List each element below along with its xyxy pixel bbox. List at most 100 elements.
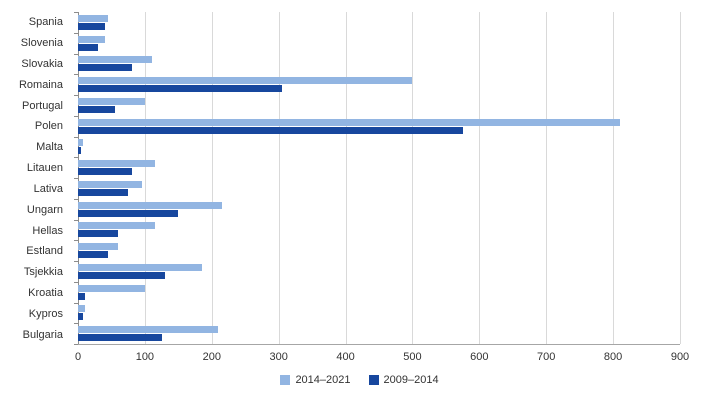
bar-series-1 <box>78 22 105 30</box>
y-tick-mark <box>74 74 78 76</box>
bar-series-1 <box>78 147 82 155</box>
y-tick-mark <box>74 95 78 96</box>
bar-series-1 <box>78 105 115 113</box>
x-tick-label: 100 <box>135 351 155 363</box>
x-gridline <box>479 12 481 344</box>
bar-series-1 <box>78 64 132 72</box>
category-label: Spania <box>28 16 63 29</box>
legend-swatch-icon <box>280 375 291 385</box>
y-tick-mark <box>74 12 78 13</box>
bar-series-1 <box>78 334 162 342</box>
bar-series-0 <box>78 77 413 85</box>
x-axis: 0 100 200 300 400 500 600 700 800 900 <box>74 351 689 365</box>
bar-group <box>78 54 680 75</box>
y-tick-mark <box>74 53 78 55</box>
x-tick-label: 700 <box>537 351 556 363</box>
bar-series-0 <box>78 243 119 251</box>
bar-series-0 <box>78 326 219 334</box>
bar-series-1 <box>78 271 165 279</box>
y-tick-mark <box>74 240 78 242</box>
category-label: Slovakia <box>21 58 63 71</box>
y-tick-mark <box>74 261 78 262</box>
bar-series-0 <box>78 14 109 22</box>
x-tick-label: 300 <box>269 351 288 363</box>
bar-series-1 <box>78 168 132 176</box>
bar-series-0 <box>78 263 202 271</box>
y-axis-category-labels: Spania Slovenia Slovakia Romaina Portugal Pol… <box>0 12 72 345</box>
bar-group <box>78 33 680 54</box>
category-label: Lativa <box>33 182 63 195</box>
bar-series-0 <box>78 180 142 188</box>
category-label: Portugal <box>22 99 63 112</box>
x-gridline <box>546 12 548 344</box>
y-tick-mark <box>74 32 78 34</box>
bar-group <box>78 220 680 241</box>
bar-series-1 <box>78 188 129 196</box>
legend-label: 2009–2014 <box>383 374 439 386</box>
bar-series-0 <box>78 305 85 313</box>
legend-item: 2009–2014 <box>368 374 439 386</box>
y-tick-mark <box>74 198 78 200</box>
y-tick-mark <box>74 219 78 221</box>
category-label: Kroatia <box>28 286 63 299</box>
category-label: Tsjekkia <box>23 266 63 279</box>
bar-group <box>78 282 680 303</box>
y-tick-mark <box>74 302 78 304</box>
bar-series-1 <box>78 313 84 321</box>
x-tick-label: 800 <box>603 351 623 363</box>
x-tick-label: 400 <box>336 351 355 363</box>
bar-series-0 <box>78 97 145 105</box>
x-gridline <box>412 12 414 344</box>
bar-group <box>78 240 680 261</box>
bar-series-1 <box>78 230 119 238</box>
category-label: Romaina <box>18 78 63 91</box>
category-label: Estland <box>26 245 63 258</box>
bar-group <box>78 303 680 324</box>
category-label: Hellas <box>32 224 63 237</box>
y-tick-mark <box>74 178 78 179</box>
category-label: Malta <box>36 141 63 154</box>
bar-group <box>78 199 680 220</box>
bar-series-1 <box>78 85 282 93</box>
category-label: Bulgaria <box>22 328 63 341</box>
category-label: Kypros <box>28 307 63 320</box>
bar-group <box>78 74 680 95</box>
bar-series-1 <box>78 126 463 134</box>
bar-series-1 <box>78 209 179 217</box>
legend: 2014–2021 2009–2014 <box>0 374 719 386</box>
legend-item: 2014–2021 <box>280 374 351 386</box>
bar-series-0 <box>78 201 222 209</box>
bar-series-1 <box>78 43 99 51</box>
plot-area <box>74 12 681 345</box>
legend-swatch-icon <box>368 375 379 385</box>
legend-label: 2014–2021 <box>295 374 351 386</box>
x-tick-label: 0 <box>74 351 82 363</box>
x-gridline <box>144 12 146 344</box>
y-axis-line <box>78 12 79 344</box>
x-tick-label: 500 <box>403 351 422 363</box>
bar-series-0 <box>78 284 145 292</box>
y-tick-mark <box>74 136 78 138</box>
bar-series-1 <box>78 251 109 259</box>
bar-series-0 <box>78 160 155 168</box>
y-tick-mark <box>74 115 78 117</box>
category-label: Litauen <box>26 162 63 175</box>
x-gridline <box>345 12 347 344</box>
bar-group <box>78 261 680 282</box>
bar-group <box>78 12 680 33</box>
y-tick-mark <box>74 323 78 325</box>
bar-series-0 <box>78 139 84 147</box>
x-gridline <box>211 12 213 344</box>
bar-series-0 <box>78 56 152 64</box>
x-tick-label: 900 <box>670 351 690 363</box>
x-gridline <box>278 12 280 344</box>
category-label: Ungarn <box>26 203 63 216</box>
category-label: Polen <box>34 120 63 133</box>
x-gridline <box>613 12 615 344</box>
bar-group <box>78 137 680 158</box>
bar-series-0 <box>78 222 155 230</box>
y-tick-mark <box>74 281 78 283</box>
y-tick-mark <box>74 344 78 345</box>
x-gridline <box>680 12 681 344</box>
